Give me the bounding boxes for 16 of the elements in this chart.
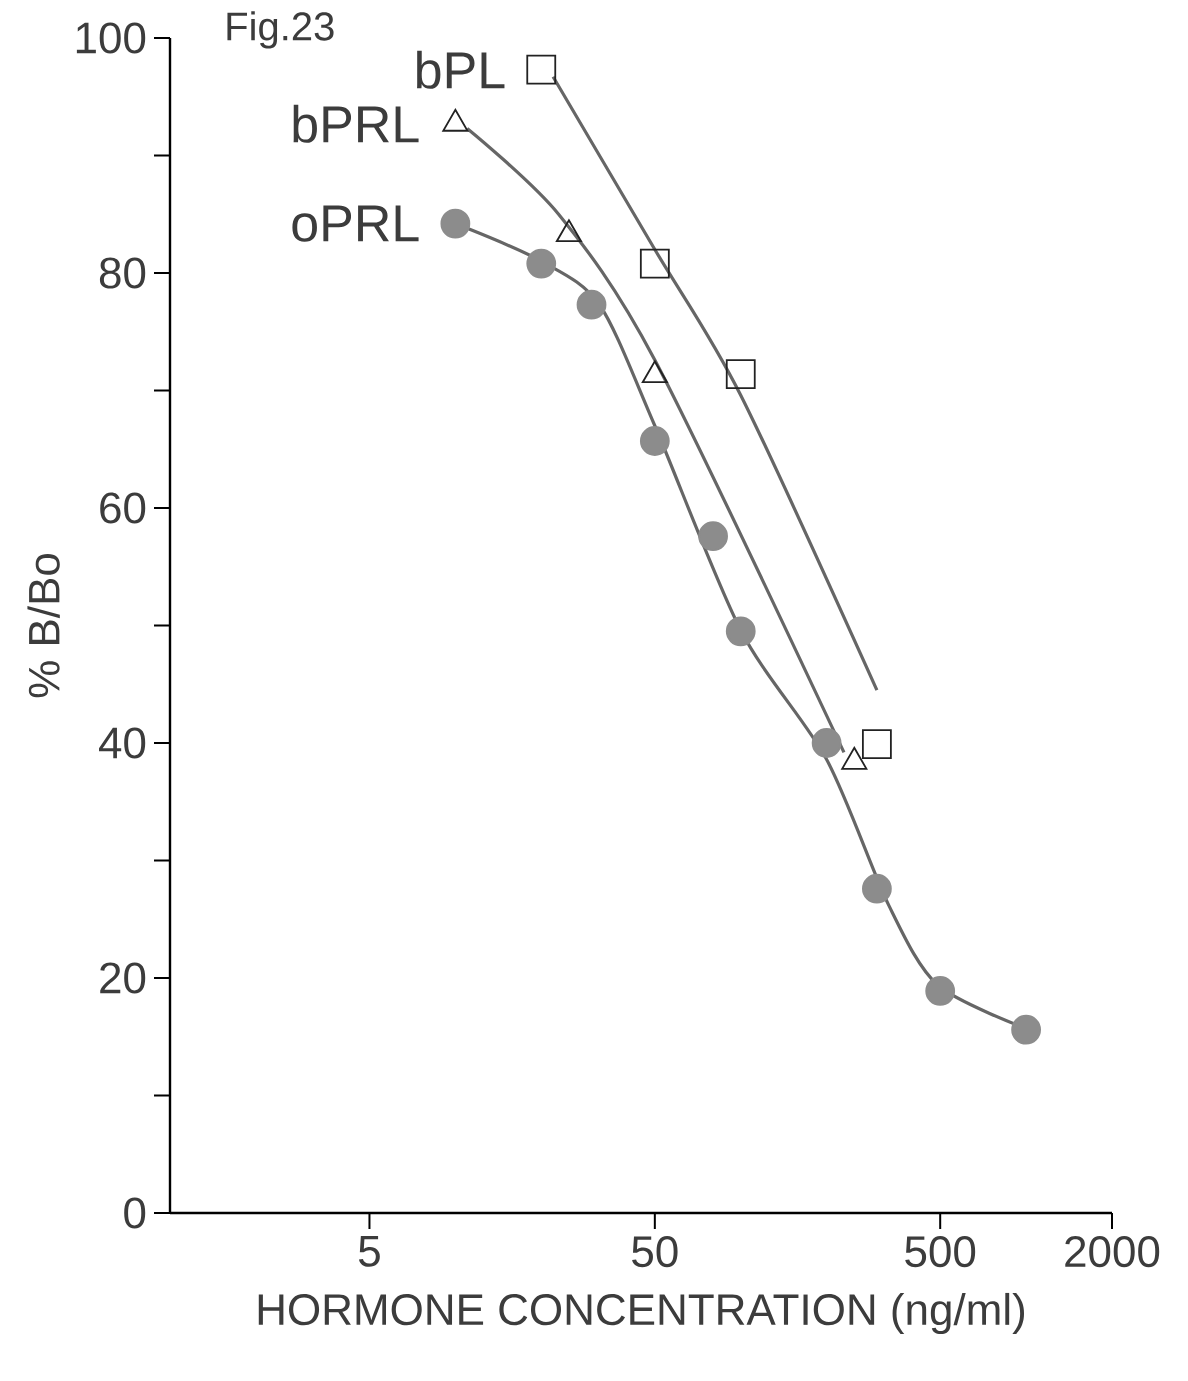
y-tick-label: 0 [124,1197,146,1229]
x-tick-label: 5 [358,1236,380,1267]
y-axis-title: % B/Bo [27,554,60,698]
x-tick-label: 500 [905,1236,976,1268]
x-tick-label: 50 [632,1236,678,1268]
y-tick-label: 20 [100,962,146,994]
series-label: bPL [417,50,505,89]
y-tick-label: 80 [99,257,146,289]
y-tick-label: 100 [76,22,146,54]
series-label: oPRL [292,205,419,242]
y-tick-label: 40 [99,727,146,759]
series-label: bPRL [293,104,419,143]
y-tick-label: 60 [100,492,146,524]
chart-title: Fig.23 [227,11,334,49]
x-tick-label: 2000 [1065,1236,1160,1268]
x-axis-title: HORMONE CONCENTRATION (ng/ml) [258,1292,1025,1334]
